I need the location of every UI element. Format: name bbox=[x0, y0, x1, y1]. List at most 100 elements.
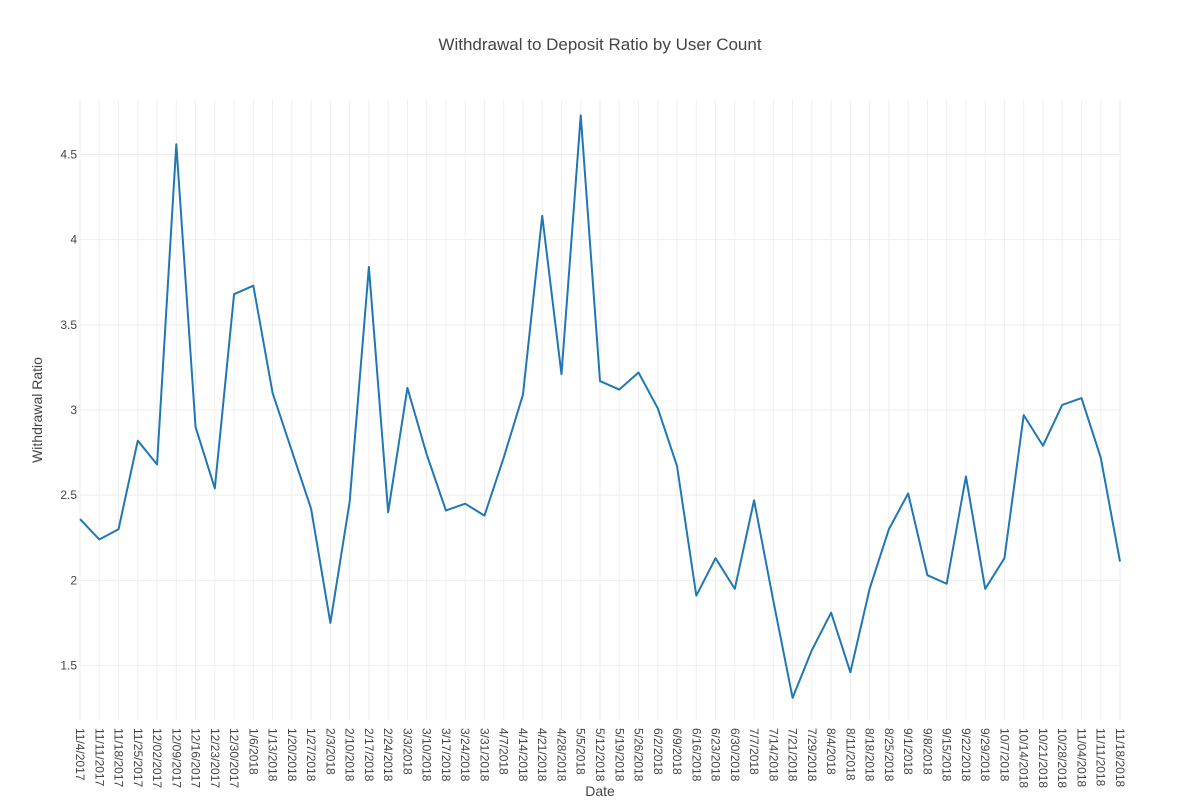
data-point[interactable] bbox=[809, 647, 815, 653]
x-tick-label: 6/23/2018 bbox=[709, 728, 723, 782]
data-point[interactable] bbox=[250, 283, 256, 289]
data-point[interactable] bbox=[173, 141, 179, 147]
data-point[interactable] bbox=[1117, 559, 1123, 565]
data-point[interactable] bbox=[77, 516, 83, 522]
x-tick-label: 4/21/2018 bbox=[535, 728, 549, 782]
data-point[interactable] bbox=[1098, 455, 1104, 461]
data-point[interactable] bbox=[828, 610, 834, 616]
data-point[interactable] bbox=[501, 455, 507, 461]
data-point[interactable] bbox=[770, 598, 776, 604]
data-point[interactable] bbox=[578, 112, 584, 118]
data-point[interactable] bbox=[116, 526, 122, 532]
x-tick-label: 7/7/2018 bbox=[747, 728, 761, 775]
x-tick-label: 12/09/2017 bbox=[169, 728, 183, 788]
data-point[interactable] bbox=[655, 405, 661, 411]
y-tick-label: 3.5 bbox=[60, 318, 77, 332]
data-point[interactable] bbox=[847, 669, 853, 675]
data-point[interactable] bbox=[886, 526, 892, 532]
data-point[interactable] bbox=[539, 213, 545, 219]
data-point[interactable] bbox=[693, 593, 699, 599]
x-tick-label: 2/10/2018 bbox=[343, 728, 357, 782]
data-point[interactable] bbox=[867, 586, 873, 592]
x-tick-label: 8/25/2018 bbox=[882, 728, 896, 782]
x-tick-label: 11/11/2017 bbox=[92, 728, 106, 787]
x-axis-title: Date bbox=[585, 783, 615, 799]
x-tick-label: 7/14/2018 bbox=[766, 728, 780, 782]
x-tick-label: 12/23/2017 bbox=[208, 728, 222, 788]
y-tick-label: 2.5 bbox=[60, 488, 77, 502]
x-tick-label: 7/21/2018 bbox=[786, 728, 800, 782]
data-point[interactable] bbox=[366, 264, 372, 270]
data-point[interactable] bbox=[481, 513, 487, 519]
x-tick-label: 5/19/2018 bbox=[612, 728, 626, 782]
data-point[interactable] bbox=[424, 451, 430, 457]
y-axis-ticks: 1.5 2 2.5 3 3.5 4 4.5 bbox=[60, 148, 77, 673]
data-point[interactable] bbox=[982, 586, 988, 592]
series-line bbox=[79, 114, 1121, 699]
x-tick-label: 11/25/2017 bbox=[131, 728, 145, 787]
x-tick-label: 4/14/2018 bbox=[516, 728, 530, 782]
data-point[interactable] bbox=[597, 378, 603, 384]
data-point[interactable] bbox=[1040, 443, 1046, 449]
data-point[interactable] bbox=[443, 507, 449, 513]
data-point[interactable] bbox=[1078, 395, 1084, 401]
data-point[interactable] bbox=[270, 390, 276, 396]
x-tick-label: 8/4/2018 bbox=[824, 728, 838, 775]
grid bbox=[79, 100, 1121, 720]
x-tick-label: 8/18/2018 bbox=[863, 728, 877, 782]
x-tick-label: 12/16/2017 bbox=[189, 728, 203, 788]
data-point[interactable] bbox=[732, 586, 738, 592]
data-point[interactable] bbox=[347, 499, 353, 505]
data-point[interactable] bbox=[96, 536, 102, 542]
x-tick-label: 1/20/2018 bbox=[285, 728, 299, 782]
data-point[interactable] bbox=[636, 370, 642, 376]
data-point[interactable] bbox=[751, 497, 757, 503]
data-point[interactable] bbox=[944, 581, 950, 587]
data-point[interactable] bbox=[231, 291, 237, 297]
data-point[interactable] bbox=[404, 385, 410, 391]
data-point[interactable] bbox=[558, 371, 564, 377]
data-point[interactable] bbox=[385, 509, 391, 515]
x-tick-label: 3/17/2018 bbox=[439, 728, 453, 782]
data-point[interactable] bbox=[520, 392, 526, 398]
series-layer bbox=[77, 112, 1123, 701]
data-point[interactable] bbox=[193, 424, 199, 430]
data-point[interactable] bbox=[616, 387, 622, 393]
data-point[interactable] bbox=[674, 463, 680, 469]
data-point[interactable] bbox=[1021, 412, 1027, 418]
x-tick-label: 10/21/2018 bbox=[1036, 728, 1050, 788]
x-tick-label: 4/7/2018 bbox=[497, 728, 511, 775]
data-point[interactable] bbox=[135, 438, 141, 444]
x-tick-label: 8/11/2018 bbox=[843, 728, 857, 781]
data-point[interactable] bbox=[713, 555, 719, 561]
x-tick-label: 6/9/2018 bbox=[670, 728, 684, 775]
data-point[interactable] bbox=[289, 448, 295, 454]
data-point[interactable] bbox=[308, 506, 314, 512]
data-point[interactable] bbox=[905, 490, 911, 496]
data-point[interactable] bbox=[212, 485, 218, 491]
data-point[interactable] bbox=[462, 501, 468, 507]
x-tick-label: 2/3/2018 bbox=[323, 728, 337, 775]
x-tick-label: 9/15/2018 bbox=[940, 728, 954, 782]
x-tick-label: 1/6/2018 bbox=[246, 728, 260, 775]
x-tick-label: 2/24/2018 bbox=[381, 728, 395, 782]
x-tick-label: 11/18/2018 bbox=[1113, 728, 1127, 787]
x-tick-label: 11/18/2017 bbox=[112, 728, 126, 787]
data-point[interactable] bbox=[1001, 555, 1007, 561]
x-tick-label: 10/28/2018 bbox=[1055, 728, 1069, 788]
chart-title: Withdrawal to Deposit Ratio by User Coun… bbox=[438, 35, 761, 54]
data-point[interactable] bbox=[327, 620, 333, 626]
y-tick-label: 1.5 bbox=[60, 658, 77, 672]
y-tick-label: 3 bbox=[70, 403, 77, 417]
data-point[interactable] bbox=[963, 473, 969, 479]
data-point[interactable] bbox=[790, 695, 796, 701]
x-tick-label: 5/12/2018 bbox=[593, 728, 607, 782]
x-tick-label: 11/04/2018 bbox=[1074, 728, 1088, 787]
data-point[interactable] bbox=[1059, 402, 1065, 408]
data-point[interactable] bbox=[154, 462, 160, 468]
x-tick-label: 3/10/2018 bbox=[420, 728, 434, 782]
x-tick-label: 1/27/2018 bbox=[304, 728, 318, 782]
data-point[interactable] bbox=[924, 572, 930, 578]
